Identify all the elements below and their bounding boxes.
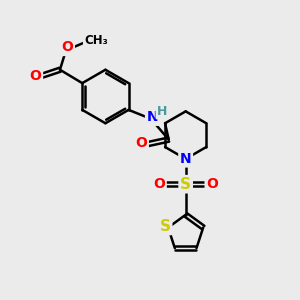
- Text: O: O: [135, 136, 147, 150]
- Text: O: O: [30, 69, 41, 83]
- Text: S: S: [180, 177, 191, 192]
- Text: O: O: [206, 177, 218, 191]
- Text: N: N: [180, 152, 191, 166]
- Text: S: S: [160, 218, 171, 233]
- Text: O: O: [153, 177, 165, 191]
- Text: H: H: [157, 105, 167, 118]
- Text: O: O: [61, 40, 73, 55]
- Text: CH₃: CH₃: [84, 34, 108, 46]
- Text: N: N: [146, 110, 158, 124]
